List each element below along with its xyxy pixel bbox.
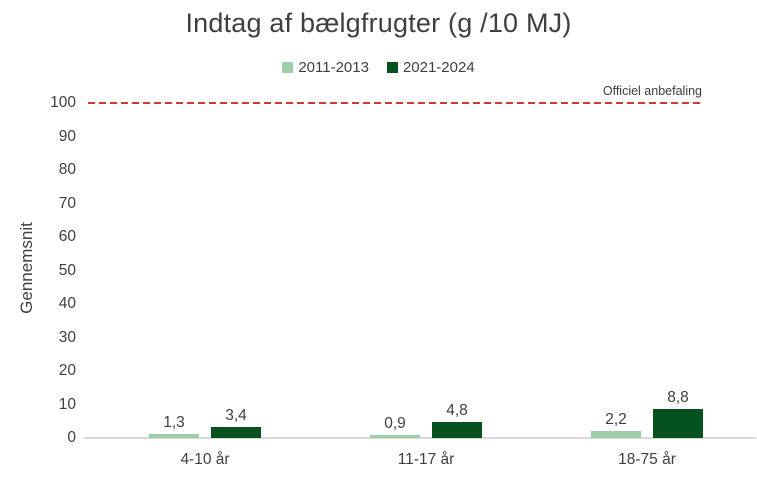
y-tick-label: 90 — [58, 127, 76, 145]
recommendation-label: Officiel anbefaling — [602, 84, 702, 98]
bar-value-label: 3,4 — [225, 406, 247, 424]
bar-value-label: 0,9 — [384, 414, 406, 432]
bar-value-label: 4,8 — [446, 401, 468, 419]
y-tick-label: 60 — [58, 228, 76, 245]
legend-label: 2021-2024 — [402, 59, 475, 76]
y-tick-label: 80 — [58, 161, 76, 178]
y-tick-label: 20 — [58, 362, 76, 379]
chart-title: Indtag af bælgfrugter (g /10 MJ) — [185, 8, 572, 38]
bar-2021-2024-11-17 år — [432, 421, 482, 438]
legend-swatch-light-green — [282, 62, 294, 73]
bar-2011-2013-18-75 år — [591, 430, 641, 438]
chart-legend: 2011-2013 2021-2024 — [0, 59, 757, 76]
y-tick-label: 100 — [50, 94, 76, 111]
y-tick-label: 30 — [58, 328, 76, 346]
y-tick-label: 10 — [58, 395, 76, 413]
y-tick-label: 0 — [67, 429, 76, 446]
bar-2011-2013-4-10 år — [149, 433, 199, 438]
bar-2021-2024-18-75 år — [653, 408, 703, 438]
legend-swatch-dark-green — [386, 62, 398, 73]
recommendation-dashed-line — [88, 102, 702, 104]
category-label-18-75 år: 18-75 år — [618, 451, 676, 468]
category-label-11-17 år: 11-17 år — [397, 451, 455, 468]
y-tick-label: 50 — [58, 261, 76, 279]
bar-value-label: 8,8 — [667, 388, 689, 406]
category-label-4-10 år: 4-10 år — [180, 451, 230, 468]
y-tick-label: 70 — [58, 194, 76, 212]
bar-2021-2024-4-10 år — [211, 426, 261, 438]
legend-item-2021-2024: 2021-2024 — [386, 59, 475, 76]
bar-2011-2013-11-17 år — [370, 434, 420, 438]
bar-value-label: 2,2 — [605, 410, 627, 428]
y-tick-label: 40 — [58, 295, 76, 312]
x-axis-line — [84, 437, 756, 439]
bar-value-label: 1,3 — [163, 413, 185, 431]
legend-item-2011-2013: 2011-2013 — [282, 59, 369, 76]
legend-label: 2011-2013 — [298, 59, 369, 76]
